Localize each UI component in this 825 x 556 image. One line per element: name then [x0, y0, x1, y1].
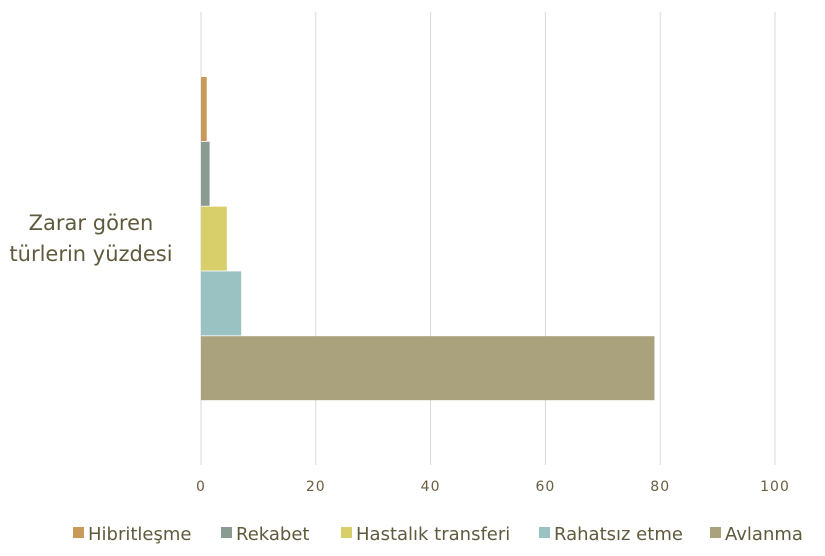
legend-swatch-0: [73, 527, 84, 538]
legend-label-4: Avlanma: [725, 524, 803, 545]
x-tick-label-0: 0: [196, 479, 206, 495]
legend: Hibritleşme Rekabet Hastalık transferi Raha…: [73, 524, 803, 545]
legend-swatch-3: [539, 527, 550, 538]
x-tick-label-80: 80: [650, 479, 670, 495]
category-label-line-2: türlerin yüzdesi: [9, 242, 172, 266]
bar-avlanma: [201, 336, 655, 401]
x-tick-label-40: 40: [421, 479, 441, 495]
x-tick-label-20: 20: [306, 479, 326, 495]
x-axis-ticks: 0 20 40 60 80 100: [196, 479, 790, 495]
legend-label-3: Rahatsız etme: [554, 524, 683, 545]
bar-hastalık-transferi: [201, 206, 227, 271]
legend-swatch-4: [710, 527, 721, 538]
x-tick-label-100: 100: [760, 479, 790, 495]
legend-swatch-1: [221, 527, 232, 538]
legend-label-1: Rekabet: [236, 524, 309, 545]
bar-hibritleşme: [201, 77, 207, 141]
legend-label-2: Hastalık transferi: [356, 524, 510, 545]
bar-rahatsız-etme: [201, 271, 242, 336]
legend-swatch-2: [341, 527, 352, 538]
x-tick-label-60: 60: [535, 479, 555, 495]
category-label-line-1: Zarar gören: [29, 211, 154, 235]
bars: [201, 77, 655, 401]
bar-rekabet: [201, 141, 210, 206]
legend-label-0: Hibritleşme: [88, 524, 191, 545]
